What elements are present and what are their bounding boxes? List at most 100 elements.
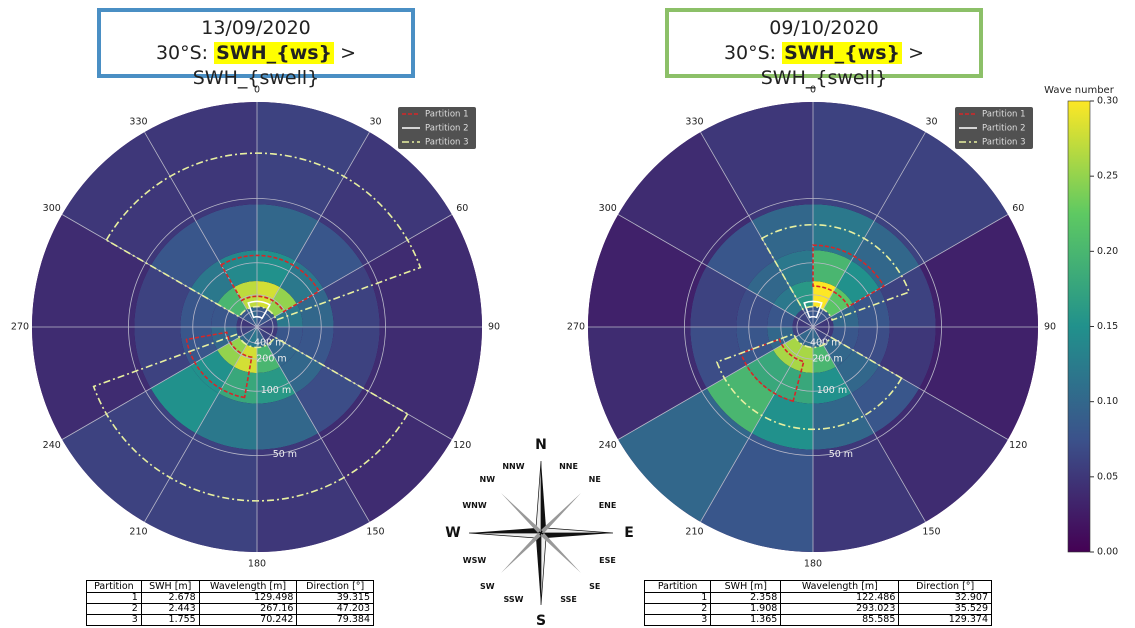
- spectrum-cell: [874, 132, 1008, 266]
- spectrum-cell: [795, 327, 813, 345]
- table-cell: 1: [643, 592, 712, 604]
- table-cell: 267.16: [198, 603, 298, 615]
- angle-tick-label: 300: [43, 203, 61, 214]
- partition-table: Partition SWH [m] Wavelength [m] Direction …: [86, 580, 374, 626]
- compass-label: ENE: [599, 501, 617, 510]
- spectrum-cell: [32, 327, 151, 440]
- title-suffix: > SWH_{swell}: [192, 42, 357, 89]
- compass-label: SE: [589, 582, 600, 591]
- title-box: 13/09/2020 30°S: SWH_{ws} > SWH_{swell}: [97, 8, 415, 89]
- spectrum-cell: [62, 388, 196, 522]
- compass-label: W: [445, 525, 460, 541]
- spectrum-cell: [774, 366, 813, 404]
- partition-outline: [247, 300, 271, 320]
- angle-grid-line: [812, 214, 1009, 328]
- angle-tick-label: 240: [43, 440, 61, 451]
- table-cell: 1: [86, 592, 142, 604]
- spectrum-cell: [836, 260, 880, 304]
- angle-tick-label: 270: [11, 322, 29, 333]
- partition-outline: [760, 223, 911, 322]
- angle-tick-label: 210: [129, 527, 147, 538]
- spectrum-cell: [295, 365, 364, 434]
- title-suffix: > SWH_{swell}: [760, 42, 925, 89]
- spectrum-cell: [830, 327, 860, 351]
- angle-grid-line: [256, 326, 370, 523]
- radial-grid-line: [192, 262, 322, 392]
- table-cell: 1.908: [710, 603, 782, 615]
- spectrum-cell: [823, 337, 853, 367]
- title-date: 13/09/2020: [201, 17, 311, 39]
- spectrum-cell: [144, 102, 257, 221]
- angle-tick-label: 150: [922, 527, 940, 538]
- spectrum-cell: [257, 309, 275, 327]
- table-cell: 1.755: [140, 614, 200, 626]
- spectrum-cell: [257, 250, 296, 288]
- spectrum-cell: [257, 366, 296, 404]
- table-header-cell: SWH [m]: [140, 580, 200, 593]
- angle-tick-label: 120: [453, 440, 471, 451]
- angle-tick-label: 150: [366, 527, 384, 538]
- radial-grid-line: [128, 198, 386, 456]
- spectrum-cell: [295, 220, 364, 289]
- table-row: 1 2.678 129.498 39.315: [86, 592, 374, 604]
- title-line: 30°S: SWH_{ws} > SWH_{swell}: [669, 41, 979, 91]
- table-header-cell: Partition: [643, 580, 712, 593]
- table-row: 3 1.755 70.242 79.384: [86, 614, 374, 626]
- spectrum-cell: [218, 366, 257, 404]
- table-cell: 1.365: [710, 614, 782, 626]
- partition-outline: [92, 332, 409, 502]
- spectrum-cell: [706, 220, 775, 289]
- spectrum-cell: [257, 433, 370, 552]
- angle-tick-label: 330: [685, 116, 703, 127]
- radial-grid-line: [240, 310, 274, 344]
- compass-label: WSW: [463, 556, 487, 565]
- spectrum-cell: [217, 337, 247, 367]
- spectrum-cell: [363, 214, 482, 327]
- radial-tick-label: 50 m: [273, 449, 297, 460]
- spectrum-cell: [813, 309, 831, 327]
- angle-grid-line: [144, 131, 258, 328]
- table-row: 2 1.908 293.023 35.529: [643, 603, 992, 615]
- angle-tick-label: 30: [925, 116, 937, 127]
- angle-grid-line: [617, 214, 814, 328]
- spectrum-cell: [588, 214, 707, 327]
- angle-tick-label: 180: [248, 559, 266, 570]
- compass-label: NNE: [559, 462, 578, 471]
- spectrum-cell: [706, 365, 775, 434]
- table-cell: 70.242: [198, 614, 298, 626]
- table-cell: 79.384: [296, 614, 374, 626]
- table-cell: 35.529: [898, 603, 992, 615]
- colorbar-tick-label: 0.20: [1097, 246, 1118, 257]
- compass-label: NW: [479, 475, 495, 484]
- table-row: 3 1.365 85.585 129.374: [643, 614, 992, 626]
- compass-label: SSE: [560, 595, 577, 604]
- spectrum-cell: [813, 250, 852, 288]
- compass-label: SSW: [503, 595, 523, 604]
- spectrum-cell: [774, 250, 813, 288]
- spectrum-cell: [280, 260, 324, 304]
- spectrum-cell: [233, 344, 257, 374]
- spectrum-cell: [210, 327, 240, 351]
- angle-grid-line: [256, 131, 370, 328]
- table-cell: 2: [86, 603, 142, 615]
- spectrum-cell: [813, 344, 837, 374]
- compass-label: E: [624, 525, 634, 541]
- spectrum-cell: [363, 327, 482, 440]
- spectrum-cell: [700, 433, 813, 552]
- spectrum-cell: [257, 102, 370, 221]
- title-highlight: SWH_{ws}: [214, 42, 335, 64]
- spectrum-cell: [150, 220, 219, 289]
- spectrum-cell: [736, 288, 774, 327]
- title-box: 09/10/2020 30°S: SWH_{ws} > SWH_{swell}: [665, 8, 983, 89]
- compass-label: NE: [589, 475, 601, 484]
- title-prefix: 30°S:: [723, 42, 777, 64]
- spectrum-cell: [239, 309, 257, 327]
- radial-tick-label: 100 m: [261, 385, 291, 396]
- colorbar: [1067, 100, 1091, 553]
- spectrum-cell: [836, 350, 880, 394]
- spectrum-cell: [210, 303, 240, 327]
- spectrum-cell: [318, 388, 452, 522]
- table-cell: 129.374: [898, 614, 992, 626]
- colorbar-tick-label: 0.15: [1097, 321, 1118, 332]
- partition-outline: [803, 300, 823, 319]
